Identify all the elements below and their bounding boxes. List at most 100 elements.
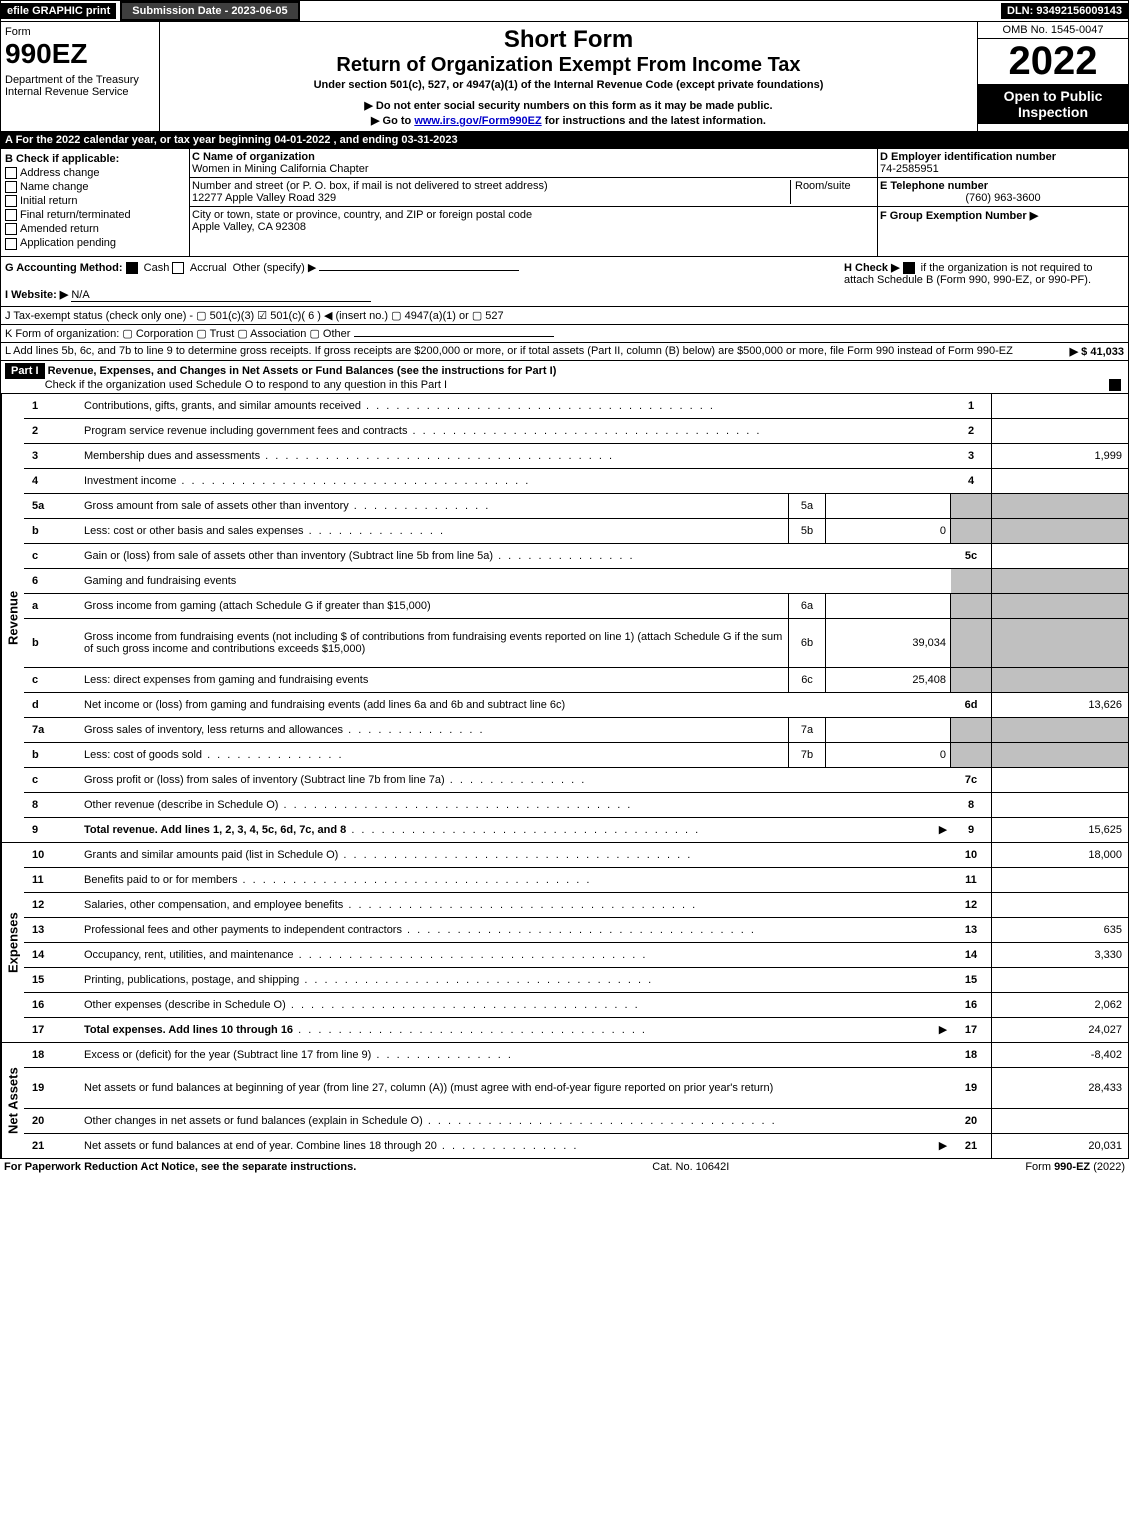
revenue-section: Revenue 1Contributions, gifts, grants, a… [0, 394, 1129, 843]
line-18-desc: Excess or (deficit) for the year (Subtra… [80, 1047, 951, 1063]
ein-value: 74-2585951 [880, 163, 1126, 175]
phone-value: (760) 963-3600 [880, 192, 1126, 204]
b-title: B Check if applicable: [5, 153, 185, 165]
cb-amended-return[interactable]: Amended return [5, 223, 185, 235]
part-i-check-text: Check if the organization used Schedule … [45, 379, 447, 391]
line-3-desc: Membership dues and assessments [80, 448, 951, 464]
line-6d-desc: Net income or (loss) from gaming and fun… [80, 697, 951, 713]
line-8-desc: Other revenue (describe in Schedule O) [80, 797, 951, 813]
short-form-title: Short Form [164, 26, 973, 54]
cb-final-return[interactable]: Final return/terminated [5, 209, 185, 221]
line-5a-desc: Gross amount from sale of assets other t… [80, 498, 788, 514]
website-value: N/A [71, 289, 371, 302]
arrow-icon: ▶ [935, 823, 951, 836]
row-k: K Form of organization: ▢ Corporation ▢ … [0, 325, 1129, 343]
line-3-value: 1,999 [992, 444, 1128, 468]
cb-initial-return[interactable]: Initial return [5, 195, 185, 207]
cb-name-change[interactable]: Name change [5, 181, 185, 193]
row-l: L Add lines 5b, 6c, and 7b to line 9 to … [0, 343, 1129, 361]
g-other-line [319, 270, 519, 271]
col-b-checkboxes: B Check if applicable: Address change Na… [1, 149, 190, 256]
row-a-tax-year: A For the 2022 calendar year, or tax yea… [0, 132, 1129, 149]
cb-cash-icon[interactable] [126, 262, 138, 274]
header-center: Short Form Return of Organization Exempt… [160, 22, 977, 131]
line-10-value: 18,000 [992, 843, 1128, 867]
line-17-desc: Total expenses. Add lines 10 through 16 [80, 1022, 935, 1038]
part-i-title: Revenue, Expenses, and Changes in Net As… [48, 365, 557, 377]
header-left: Form 990EZ Department of the Treasury In… [1, 22, 160, 131]
org-street: 12277 Apple Valley Road 329 [192, 192, 790, 204]
return-title: Return of Organization Exempt From Incom… [164, 54, 973, 77]
c-street-label: Number and street (or P. O. box, if mail… [192, 180, 790, 192]
part-i-label: Part I [5, 363, 45, 379]
section-b-to-f: B Check if applicable: Address change Na… [0, 149, 1129, 257]
tax-year: 2022 [978, 39, 1128, 84]
omb-number: OMB No. 1545-0047 [978, 22, 1128, 39]
line-7a-desc: Gross sales of inventory, less returns a… [80, 722, 788, 738]
line-11-desc: Benefits paid to or for members [80, 872, 951, 888]
top-bar: efile GRAPHIC print Submission Date - 20… [0, 0, 1129, 22]
dln-number: DLN: 93492156009143 [1001, 3, 1128, 19]
cb-application-pending[interactable]: Application pending [5, 237, 185, 249]
instructions-link-row: ▶ Go to www.irs.gov/Form990EZ for instru… [164, 114, 973, 127]
efile-label[interactable]: efile GRAPHIC print [1, 3, 116, 19]
arrow-icon: ▶ [935, 1139, 951, 1152]
row-j: J Tax-exempt status (check only one) - ▢… [0, 307, 1129, 325]
line-21-desc: Net assets or fund balances at end of ye… [80, 1138, 935, 1154]
c-city-label: City or town, state or province, country… [192, 209, 875, 221]
line-1-desc: Contributions, gifts, grants, and simila… [80, 398, 951, 414]
g-cash: Cash [144, 262, 170, 274]
line-5b-desc: Less: cost or other basis and sales expe… [80, 523, 788, 539]
line-15-desc: Printing, publications, postage, and shi… [80, 972, 951, 988]
note2-pre: ▶ Go to [371, 115, 414, 127]
k-text: K Form of organization: ▢ Corporation ▢ … [5, 328, 350, 340]
line-10-desc: Grants and similar amounts paid (list in… [80, 847, 951, 863]
line-6-desc: Gaming and fundraising events [80, 573, 951, 589]
submission-date: Submission Date - 2023-06-05 [120, 1, 299, 21]
line-2-desc: Program service revenue including govern… [80, 423, 951, 439]
line-16-desc: Other expenses (describe in Schedule O) [80, 997, 951, 1013]
line-12-desc: Salaries, other compensation, and employ… [80, 897, 951, 913]
line-19-desc: Net assets or fund balances at beginning… [80, 1080, 951, 1096]
line-5c-desc: Gain or (loss) from sale of assets other… [80, 548, 951, 564]
line-21-value: 20,031 [992, 1134, 1128, 1158]
footer-left: For Paperwork Reduction Act Notice, see … [4, 1161, 356, 1173]
g-accrual: Accrual [190, 262, 227, 274]
cb-h-icon[interactable] [903, 262, 915, 274]
g-label: G Accounting Method: [5, 262, 123, 274]
line-7c-desc: Gross profit or (loss) from sales of inv… [80, 772, 951, 788]
line-14-value: 3,330 [992, 943, 1128, 967]
cb-accrual-icon[interactable] [172, 262, 184, 274]
subtitle: Under section 501(c), 527, or 4947(a)(1)… [164, 79, 973, 91]
line-13-desc: Professional fees and other payments to … [80, 922, 951, 938]
line-6c-desc: Less: direct expenses from gaming and fu… [80, 672, 788, 688]
form-label: Form [5, 26, 155, 38]
part-i-row: Part I Revenue, Expenses, and Changes in… [0, 361, 1129, 394]
d-ein-label: D Employer identification number [880, 151, 1126, 163]
line-9-value: 15,625 [992, 818, 1128, 842]
org-name: Women in Mining California Chapter [192, 163, 875, 175]
section-g-h-i: G Accounting Method: Cash Accrual Other … [0, 257, 1129, 307]
irs-link[interactable]: www.irs.gov/Form990EZ [414, 115, 541, 127]
l-amount: ▶ $ 41,033 [1070, 345, 1124, 358]
footer-right: Form 990-EZ (2022) [1025, 1161, 1125, 1173]
line-18-value: -8,402 [992, 1043, 1128, 1067]
revenue-side-label: Revenue [1, 394, 24, 842]
expenses-lines: 10Grants and similar amounts paid (list … [24, 843, 1128, 1042]
page-footer: For Paperwork Reduction Act Notice, see … [0, 1159, 1129, 1175]
net-assets-section: Net Assets 18Excess or (deficit) for the… [0, 1043, 1129, 1159]
col-def: D Employer identification number 74-2585… [878, 149, 1128, 256]
gi-right: H Check ▶ if the organization is not req… [840, 261, 1124, 302]
h-check-label: H Check ▶ [844, 262, 900, 274]
line-16-value: 2,062 [992, 993, 1128, 1017]
revenue-lines: 1Contributions, gifts, grants, and simil… [24, 394, 1128, 842]
expenses-side-label: Expenses [1, 843, 24, 1042]
arrow-icon: ▶ [935, 1023, 951, 1036]
cb-address-change[interactable]: Address change [5, 167, 185, 179]
line-17-value: 24,027 [992, 1018, 1128, 1042]
i-label: I Website: ▶ [5, 289, 68, 301]
top-bar-left: efile GRAPHIC print Submission Date - 20… [1, 1, 300, 21]
line-6a-desc: Gross income from gaming (attach Schedul… [80, 598, 788, 614]
part-i-checkbox-icon[interactable] [1109, 379, 1121, 391]
org-city: Apple Valley, CA 92308 [192, 221, 875, 233]
